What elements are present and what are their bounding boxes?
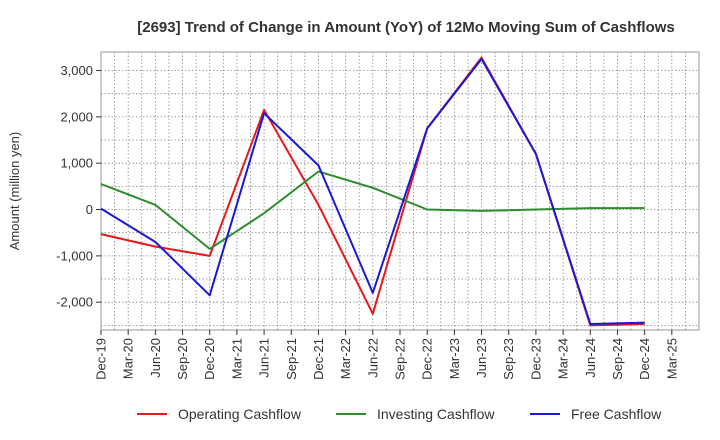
legend-label: Operating Cashflow [178,406,302,422]
x-tick-label: Mar-24 [556,338,571,379]
x-tick-label: Sep-23 [501,338,516,380]
x-tick-label: Dec-19 [94,338,109,380]
legend-label: Free Cashflow [571,406,662,422]
y-tick-label: -1,000 [56,248,93,263]
x-tick-label: Jun-22 [365,338,380,378]
y-axis-ticks: 3,000 2,000 1,000 0 -1,000 -2,000 [56,63,101,310]
legend-label: Investing Cashflow [377,406,495,422]
x-tick-label: Dec-24 [637,338,652,380]
x-tick-label: Jun-23 [474,338,489,378]
x-tick-label: Jun-20 [148,338,163,378]
x-tick-label: Mar-25 [664,338,679,379]
x-tick-label: Mar-23 [447,338,462,379]
series-lines [100,56,645,327]
x-tick-label: Mar-21 [229,338,244,379]
chart-title: [2693] Trend of Change in Amount (YoY) o… [137,19,675,36]
x-tick-label: Dec-21 [311,338,326,380]
x-tick-label: Sep-21 [284,338,299,380]
x-tick-label: Jun-24 [583,338,598,378]
x-tick-label: Sep-24 [610,338,625,380]
y-tick-label: 3,000 [60,63,93,78]
x-tick-label: Dec-20 [202,338,217,380]
y-axis-label: Amount (million yen) [7,132,22,251]
x-tick-label: Dec-22 [420,338,435,380]
legend: Operating Cashflow Investing Cashflow Free… [137,406,662,422]
y-tick-label: -2,000 [56,295,93,310]
y-tick-label: 1,000 [60,156,93,171]
x-tick-label: Mar-22 [338,338,353,379]
series-line-free-cashflow [100,58,645,325]
x-tick-label: Sep-20 [175,338,190,380]
y-tick-label: 2,000 [60,109,93,124]
x-tick-label: Dec-23 [528,338,543,380]
x-tick-label: Sep-22 [393,338,408,380]
x-tick-label: Mar-20 [121,338,136,379]
x-axis-ticks: Dec-19 Mar-20 Jun-20 Sep-20 Dec-20 Mar-21 Jun-… [94,330,679,380]
x-tick-label: Jun-21 [257,338,272,378]
grid-lines [101,52,699,330]
y-tick-label: 0 [86,202,93,217]
